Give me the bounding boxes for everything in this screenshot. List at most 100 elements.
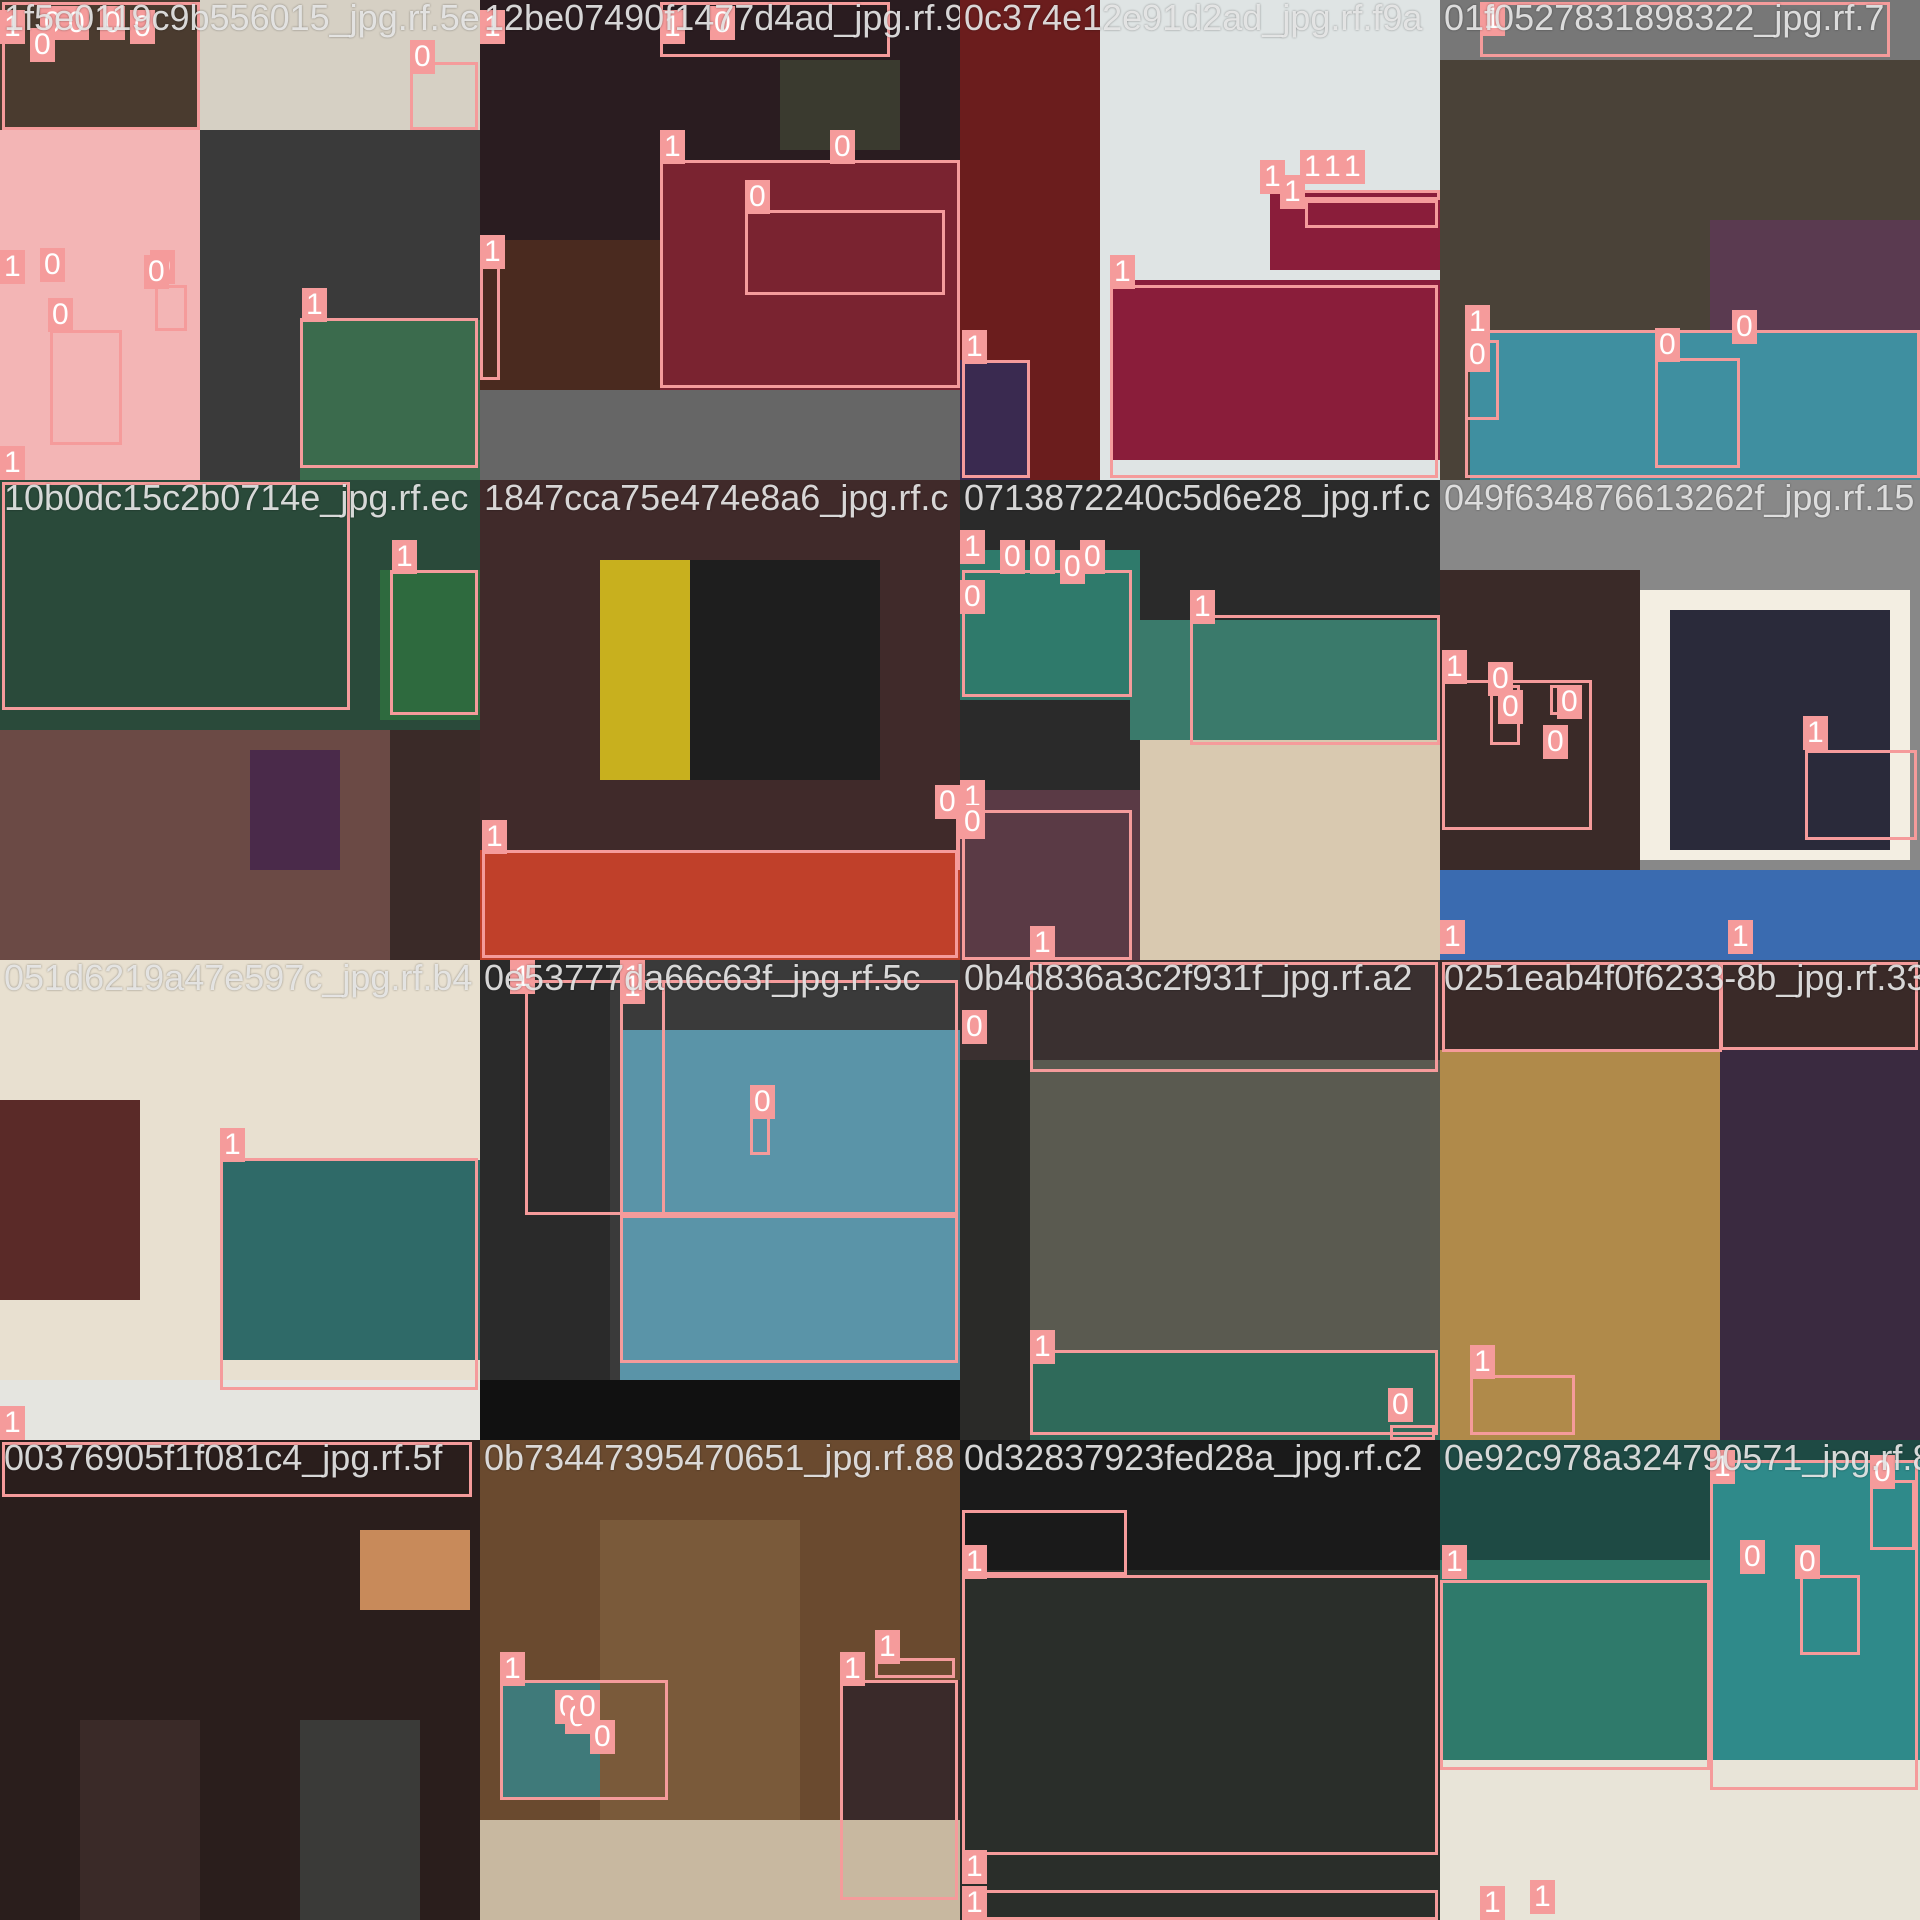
photo-region (1440, 570, 1640, 870)
class-label: 1 (480, 235, 505, 269)
bounding-box (155, 285, 187, 331)
class-label: 1 (962, 1850, 987, 1884)
class-label: 1 (482, 820, 507, 854)
bounding-box (962, 1510, 1127, 1575)
class-label: 0 (935, 785, 960, 819)
class-label: 1 (962, 330, 987, 364)
mosaic-tile: 0 1 0 0b4d836a3c2f931f_jpg.rf.a2 (960, 960, 1440, 1440)
photo-region (0, 1380, 480, 1440)
mosaic-tile: 1 10b0dc15c2b0714e_jpg.rf.ec (0, 480, 480, 960)
photo-region (480, 1380, 960, 1440)
mosaic-tile: 1 1 0 0 0 01f0527831898322_jpg.rf.7 (1440, 0, 1920, 480)
photo-region (960, 960, 1440, 1060)
class-label: 0 (1655, 328, 1680, 362)
class-label: 0 (100, 6, 125, 40)
bounding-box (620, 1215, 958, 1363)
bounding-box (2, 1442, 472, 1497)
photo-region (660, 160, 960, 390)
tile-title: 0251eab4f0f6233-8b_jpg.rf.33 (1444, 960, 1920, 998)
bounding-box (50, 330, 122, 445)
class-label: 1 (1470, 1345, 1495, 1379)
class-label: 1 (302, 288, 327, 322)
class-label: 0 (1000, 540, 1025, 574)
class-label: 1 (1110, 255, 1135, 289)
tile-title: 01f0527831898322_jpg.rf.7 (1444, 0, 1885, 38)
class-label: 1 (0, 1406, 25, 1440)
mosaic-tile: 11100e53777da66c63f_jpg.rf.5c (480, 960, 960, 1440)
class-label: 1 (1465, 305, 1490, 339)
mosaic-tile: 1 0 0 0 0 0 1 1 1 0 0713872240c5d6e28_jpg.rf.c (960, 480, 1440, 960)
tile-title: 0713872240c5d6e28_jpg.rf.c (964, 480, 1431, 518)
class-label: 1 (1260, 160, 1285, 194)
photo-region (1440, 1760, 1920, 1920)
photo-region (1130, 620, 1440, 740)
class-label: 0 (30, 28, 55, 62)
class-label: 0 (1543, 725, 1568, 759)
class-label: 1 (0, 446, 25, 480)
photo-region (250, 750, 340, 870)
tile-title: 1847cca75e474e8a6_jpg.rf.c (484, 480, 949, 518)
bounding-box (1655, 358, 1740, 468)
bounding-box (390, 570, 478, 715)
bounding-box (220, 1158, 478, 1390)
mosaic-tile: 1101847cca75e474e8a6_jpg.rf.c (480, 480, 960, 960)
bounding-box (840, 1680, 958, 1900)
bounding-box (482, 850, 958, 958)
class-label: 0 (1795, 1545, 1820, 1579)
photo-region (620, 1030, 960, 1420)
class-label: 0 (750, 1085, 775, 1119)
class-label: 0 (962, 1010, 987, 1044)
bounding-box (1442, 680, 1592, 830)
class-label: 1 (480, 10, 505, 44)
bounding-box (2, 2, 200, 130)
class-label: 1 (1728, 920, 1753, 954)
photo-region (80, 1720, 200, 1920)
class-label: 1 (660, 130, 685, 164)
bounding-box (480, 250, 500, 380)
photo-region (960, 360, 1030, 480)
photo-region (1440, 870, 1920, 960)
class-label: 0 (1465, 338, 1490, 372)
photo-region (0, 130, 200, 480)
class-label: 0 (1498, 690, 1523, 724)
class-label: 1 (1030, 1330, 1055, 1364)
tile-title: 0e92c978a324790571_jpg.rf.80 (1444, 1440, 1920, 1478)
class-label: 0 (1030, 540, 1055, 574)
bounding-box (1440, 1580, 1710, 1770)
class-label: 1 (1440, 920, 1465, 954)
bounding-box (1110, 285, 1438, 478)
bounding-box (1800, 1575, 1860, 1655)
mosaic-tile: 100000011000101f5e0119c9b556015_jpg.rf.5… (0, 0, 480, 480)
photo-region (300, 320, 480, 480)
tile-title: 0b73447395470651_jpg.rf.88 (484, 1440, 955, 1478)
bounding-box (1470, 1375, 1575, 1435)
photo-region (1720, 1050, 1920, 1440)
bounding-box (300, 318, 478, 468)
bounding-box (962, 1890, 1438, 1920)
class-label: 1 (875, 1630, 900, 1664)
bounding-box (1030, 962, 1438, 1072)
tile-title: 0e53777da66c63f_jpg.rf.5c (484, 960, 921, 998)
mosaic-tile: 1 1 1 0d32837923fed28a_jpg.rf.c2 (960, 1440, 1440, 1920)
bounding-box (1190, 615, 1440, 745)
bounding-box (1305, 200, 1438, 228)
mosaic-tile: 1 1 0 1 0 1 0 12be07490f1477d4ad_jpg.rf.9c (480, 0, 960, 480)
mosaic-tile: 1 0 0 0 0 1 1 1 049f634876613262f_jpg.rf.15 (1440, 480, 1920, 960)
class-label: 0 (710, 6, 735, 40)
tile-title: 0c374e12e91d2ad_jpg.rf.f9a (964, 0, 1423, 38)
bounding-box (2, 482, 350, 710)
class-label: 0 (1732, 310, 1757, 344)
photo-region (960, 1570, 1440, 1920)
mosaic-tile: 00376905f1f081c4_jpg.rf.5f (0, 1440, 480, 1920)
bounding-box (620, 980, 958, 1215)
bounding-box (745, 210, 945, 295)
class-label: 1 (392, 540, 417, 574)
class-label: 1 (1480, 2, 1505, 36)
bounding-box (500, 1680, 668, 1800)
tile-title: 0b4d836a3c2f931f_jpg.rf.a2 (964, 960, 1413, 998)
class-label: 0 (745, 180, 770, 214)
mosaic-tile: 1 1 051d6219a47e597c_jpg.rf.b4 (0, 960, 480, 1440)
class-label: 0 (590, 1720, 615, 1754)
class-label: 1 (1190, 590, 1215, 624)
